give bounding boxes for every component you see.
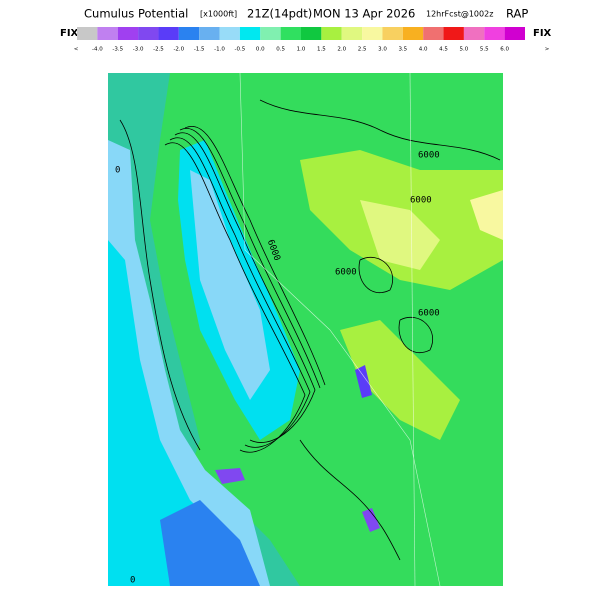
- colorbar-right-label: FIX: [533, 28, 552, 39]
- colorbar-swatch: [280, 27, 301, 40]
- colorbar-tick-label: 3.5: [398, 47, 407, 53]
- colorbar-swatch: [77, 27, 98, 40]
- colorbar-tick-label: 1.0: [297, 47, 306, 53]
- colorbar-tick-label: 4.0: [419, 47, 428, 53]
- colorbar-swatch: [178, 27, 200, 40]
- colorbar-swatch: [504, 27, 525, 40]
- colorbar-swatch: [239, 27, 261, 40]
- desert-yellow: [340, 320, 460, 440]
- ocean-blue: [160, 500, 260, 586]
- colorbar-tick-label: 0.0: [256, 47, 265, 53]
- contour-label: 6000: [335, 268, 357, 278]
- colorbar-tick-label: -4.0: [92, 47, 103, 53]
- header: Cumulus Potential [x1000ft] 21Z(14pdt) M…: [84, 7, 528, 21]
- contour-label: 0: [130, 576, 135, 586]
- colorbar-high-end: >: [545, 47, 550, 53]
- colorbar-swatch: [219, 27, 240, 40]
- colorbar-tick-label: 5.5: [480, 47, 489, 53]
- colorbar-swatch: [199, 27, 220, 40]
- map: 0 0 6000 6000 6000 6000 6000: [108, 72, 503, 587]
- contour-label: 6000: [418, 309, 440, 319]
- colorbar-tick-label: -3.0: [133, 47, 144, 53]
- colorbar-tick-label: -2.0: [173, 47, 184, 53]
- colorbar-swatch: [301, 27, 322, 40]
- units: [x1000ft]: [200, 10, 237, 19]
- colorbar-swatch: [463, 27, 485, 40]
- colorbar-left-label: FIX: [60, 28, 79, 39]
- colorbar-swatch: [341, 27, 363, 40]
- colorbar-tick-label: 6.0: [500, 47, 509, 53]
- model: RAP: [506, 7, 528, 21]
- colorbar-swatch: [362, 27, 383, 40]
- colorbar-swatch: [97, 27, 118, 40]
- valid-time: 21Z(14pdt): [247, 7, 312, 21]
- colorbar-tick-label: 4.5: [439, 47, 448, 53]
- colorbar-swatch: [382, 27, 403, 40]
- colorbar-tick-label: 2.0: [337, 47, 346, 53]
- borders: [239, 72, 441, 587]
- date: MON 13 Apr 2026: [313, 7, 415, 21]
- colorbar-swatch: [484, 27, 505, 40]
- colorbar-swatch: [117, 27, 139, 40]
- colorbar-tick-label: 2.5: [358, 47, 367, 53]
- colorbar-swatch: [138, 27, 159, 40]
- colorbar-tick-label: -2.5: [153, 47, 164, 53]
- contour-label: 6000: [418, 151, 440, 161]
- colorbar-swatch: [423, 27, 444, 40]
- title: Cumulus Potential: [84, 7, 188, 21]
- colorbar-swatch: [443, 27, 464, 40]
- colorbar: FIX FIX < > -4.0 -3.5 -3.0 -2.5 -2.0 -1.5 -1.0…: [60, 27, 552, 53]
- plateau-light: [360, 200, 440, 270]
- colorbar-tick-label: -1.5: [194, 47, 205, 53]
- colorbar-tick-label: 0.5: [276, 47, 285, 53]
- colorbar-swatch: [260, 27, 281, 40]
- colorbar-swatch: [321, 27, 342, 40]
- colorbar-tick-label: -0.5: [235, 47, 246, 53]
- contour-label: 6000: [410, 196, 432, 206]
- colorbar-tick-label: 1.5: [317, 47, 326, 53]
- contour-label: 0: [115, 166, 120, 176]
- colorbar-tick-label: -3.5: [112, 47, 123, 53]
- valley-light: [190, 170, 270, 400]
- low-spot: [362, 508, 380, 532]
- colorbar-tick-label: -1.0: [214, 47, 225, 53]
- low-spot: [215, 468, 245, 484]
- forecast: 12hrFcst@1002z: [426, 10, 493, 19]
- colorbar-swatch: [158, 27, 179, 40]
- ocean-cyan: [108, 240, 250, 586]
- colorbar-tick-label: 5.0: [460, 47, 469, 53]
- contours: [119, 99, 501, 561]
- colorbar-low-end: <: [74, 47, 79, 53]
- colorbar-tick-label: 3.0: [378, 47, 387, 53]
- low-spot: [355, 365, 372, 398]
- plateau-pale: [470, 190, 503, 240]
- colorbar-swatch: [402, 27, 424, 40]
